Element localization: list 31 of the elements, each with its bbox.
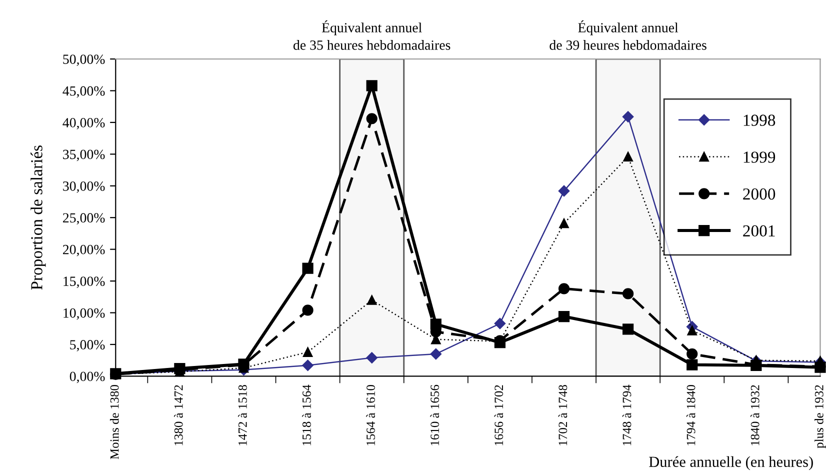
y-tick-label: 10,00% bbox=[64, 308, 105, 320]
legend-label: 2001 bbox=[743, 225, 775, 237]
legend-label: 1998 bbox=[744, 114, 776, 126]
x-tick-label: plus de 1932 bbox=[814, 385, 826, 448]
x-tick-label: 1748 à 1794 bbox=[622, 384, 632, 446]
x-axis-title: Durée annuelle (en heures) bbox=[649, 456, 813, 470]
y-tick-label: 30,00% bbox=[63, 181, 105, 193]
legend-label: 2000 bbox=[743, 188, 776, 200]
y-tick-label: 5,00% bbox=[70, 340, 105, 352]
x-tick-label: 1518 à 1564 bbox=[302, 384, 311, 446]
band-label: Équivalent annuel de 35 heures hebdomadaires bbox=[293, 20, 450, 50]
x-tick-label: 1840 à 1932 bbox=[750, 385, 760, 446]
y-tick-label: 20,00% bbox=[63, 244, 105, 256]
x-tick-label: 1564 à 1610 bbox=[366, 384, 375, 446]
y-tick-label: 40,00% bbox=[62, 118, 105, 130]
x-tick-label: 1472 à 1518 bbox=[238, 384, 247, 446]
y-tick-label: 25,00% bbox=[63, 213, 105, 225]
x-tick-label: 1702 à 1748 bbox=[558, 384, 568, 446]
x-tick-label: 1794 à 1840 bbox=[686, 384, 696, 446]
x-tick-label: 1380 à 1472 bbox=[174, 385, 183, 446]
y-tick-label: 0,00% bbox=[70, 372, 105, 384]
x-tick-label: Moins de 1380 bbox=[110, 384, 119, 460]
x-tick-label: 1610 à 1656 bbox=[430, 384, 440, 446]
x-tick-label: 1656 à 1702 bbox=[494, 385, 504, 446]
y-axis-title: Proportion de salariés bbox=[30, 146, 46, 290]
y-tick-label: 45,00% bbox=[62, 86, 105, 98]
band-label: Équivalent annuel de 39 heures hebdomadaires bbox=[550, 20, 706, 50]
legend-label: 1999 bbox=[744, 152, 776, 163]
y-tick-label: 15,00% bbox=[64, 276, 105, 288]
y-tick-label: 35,00% bbox=[63, 150, 105, 162]
y-tick-label: 50,00% bbox=[63, 54, 105, 66]
